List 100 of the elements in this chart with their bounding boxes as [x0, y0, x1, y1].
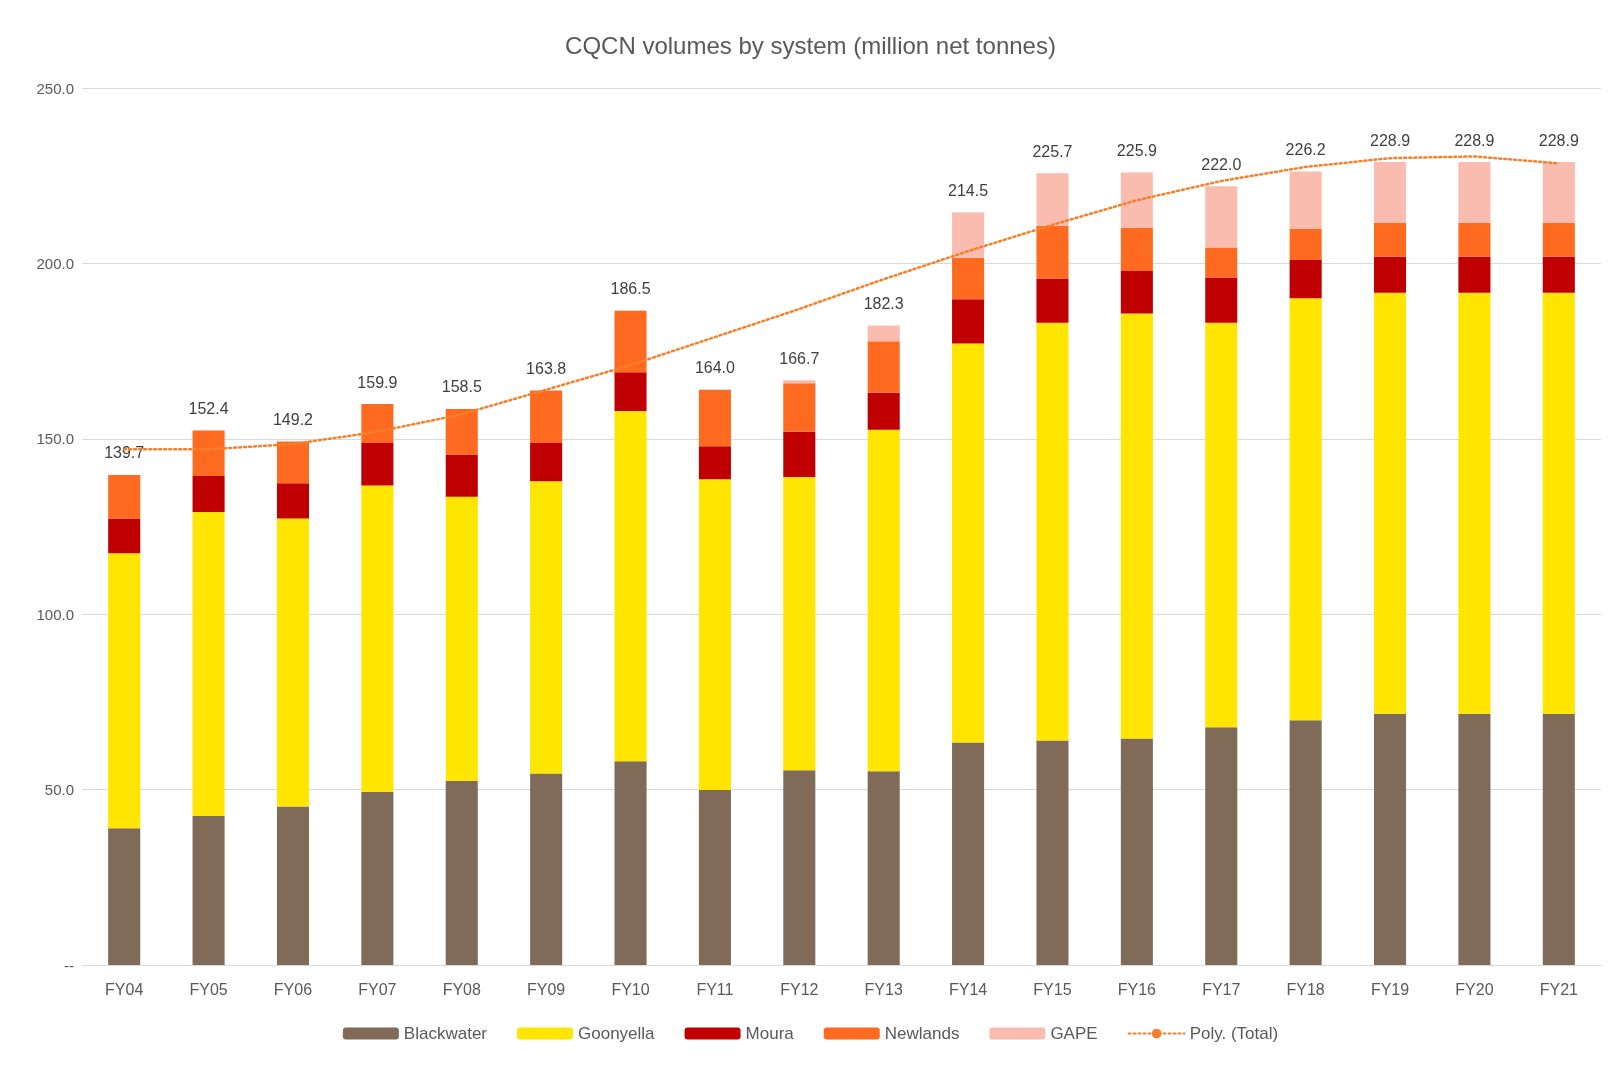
- total-label: 159.9: [357, 373, 398, 391]
- total-label: 225.9: [1116, 142, 1157, 160]
- x-tick-label: FY11: [696, 980, 734, 998]
- x-tick-label: FY16: [1117, 980, 1157, 998]
- bar: [1036, 740, 1069, 965]
- x-tick-label: FY13: [864, 980, 903, 998]
- bar: [614, 761, 647, 965]
- bar: [108, 828, 141, 965]
- legend-label: Newlands: [884, 1024, 960, 1043]
- bar: [1542, 162, 1575, 223]
- x-tick-label: FY08: [442, 980, 481, 998]
- bar: [1205, 277, 1238, 323]
- bar: [1120, 313, 1153, 739]
- x-tick-label: FY09: [527, 980, 566, 998]
- bar: [1458, 222, 1491, 257]
- bar: [1205, 727, 1238, 965]
- legend-label: Blackwater: [403, 1024, 488, 1043]
- bar: [1542, 222, 1575, 257]
- bar: [192, 815, 225, 965]
- bar: [1458, 162, 1491, 223]
- bar: [1373, 292, 1407, 714]
- bar: [361, 443, 394, 486]
- bar: [530, 443, 563, 482]
- legend-label: Poly. (Total): [1189, 1024, 1279, 1043]
- bar: [108, 474, 141, 519]
- bar: [1120, 738, 1153, 965]
- total-label: 182.3: [863, 294, 904, 312]
- legend-label: GAPE: [1050, 1024, 1098, 1043]
- bar: [1205, 186, 1238, 248]
- bar: [1373, 162, 1407, 223]
- total-label: 163.8: [526, 359, 567, 377]
- bar: [783, 477, 816, 771]
- bar: [361, 404, 394, 444]
- total-label: 222.0: [1201, 155, 1242, 173]
- total-label: 164.0: [694, 359, 736, 377]
- bar: [1036, 278, 1069, 323]
- x-tick-label: FY20: [1455, 980, 1494, 998]
- bar: [361, 485, 394, 793]
- bar: [1373, 222, 1407, 257]
- bar: [276, 441, 310, 484]
- x-tick-label: FY19: [1370, 980, 1410, 998]
- bar: [530, 481, 563, 774]
- bar: [867, 429, 900, 772]
- bar: [530, 773, 563, 965]
- chart-title: CQCN volumes by system (million net tonnes): [565, 31, 1056, 59]
- total-label: 228.9: [1454, 131, 1495, 149]
- bar: [698, 479, 731, 790]
- total-label: 228.9: [1370, 131, 1411, 149]
- bar: [445, 454, 478, 497]
- total-label: 152.4: [188, 399, 229, 417]
- bar: [276, 806, 310, 965]
- bar: [1542, 292, 1575, 714]
- bar: [614, 310, 647, 373]
- bar: [1542, 713, 1575, 965]
- total-label: 214.5: [948, 182, 989, 200]
- x-tick-label: FY10: [611, 980, 650, 998]
- bar: [698, 446, 731, 480]
- bar: [698, 789, 731, 965]
- bar: [276, 483, 310, 519]
- bar: [952, 343, 985, 743]
- y-tick-label: --: [64, 956, 74, 974]
- x-tick-label: FY15: [1033, 980, 1072, 998]
- bar: [445, 496, 478, 781]
- bar: [952, 257, 985, 300]
- total-label: 166.7: [779, 349, 820, 367]
- bar: [445, 408, 478, 455]
- bar: [1120, 271, 1153, 314]
- bar: [952, 212, 985, 258]
- bar: [867, 341, 900, 393]
- y-tick-label: 250.0: [36, 79, 74, 97]
- bar: [1036, 322, 1069, 741]
- bar: [276, 518, 310, 807]
- legend-label: Goonyella: [578, 1024, 656, 1043]
- x-tick-label: FY12: [780, 980, 819, 998]
- y-tick-label: 150.0: [36, 430, 74, 448]
- total-label: 225.7: [1032, 142, 1073, 160]
- total-label: 228.9: [1538, 131, 1579, 149]
- bar: [1289, 720, 1322, 965]
- bar: [1120, 172, 1153, 228]
- bar: [952, 299, 985, 344]
- bar: [1542, 256, 1575, 293]
- bar: [867, 771, 900, 965]
- bar: [1289, 259, 1322, 299]
- y-tick-label: 50.0: [44, 781, 74, 799]
- total-label: 149.2: [272, 411, 314, 429]
- x-tick-label: FY18: [1286, 980, 1325, 998]
- bar: [1289, 171, 1322, 230]
- x-tick-label: FY21: [1539, 980, 1579, 998]
- bar: [530, 390, 563, 444]
- total-label: 139.7: [104, 444, 145, 462]
- bar: [108, 518, 141, 554]
- bar: [1458, 256, 1491, 293]
- bar: [1373, 713, 1407, 965]
- bar: [108, 553, 141, 829]
- bar: [614, 411, 647, 762]
- bar: [783, 770, 816, 965]
- bar: [1289, 229, 1322, 260]
- y-tick-label: 200.0: [36, 254, 74, 272]
- bar: [1458, 292, 1491, 714]
- y-tick-label: 100.0: [36, 605, 74, 623]
